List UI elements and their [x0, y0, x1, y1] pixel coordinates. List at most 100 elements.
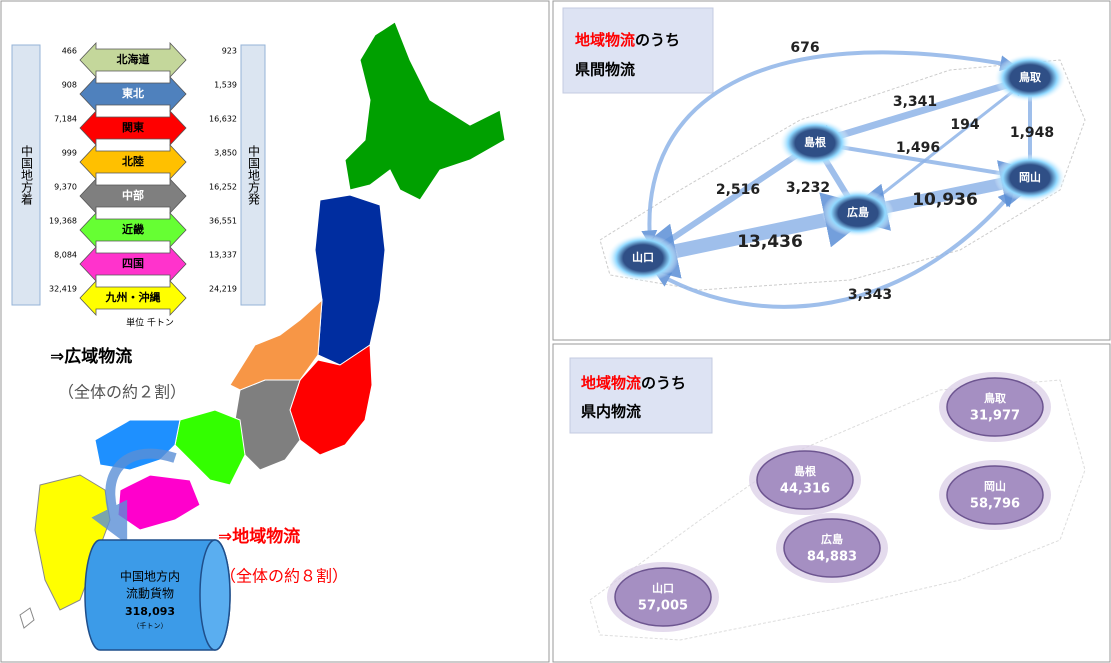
departure-box [240, 44, 266, 306]
region-name: 東北 [122, 86, 144, 100]
unit-note: 単位 千トン [126, 317, 174, 329]
intra-title: 地域物流のうち [581, 374, 686, 392]
flow-label: 3,232 [786, 180, 830, 196]
departure-value: 16,252 [209, 183, 237, 192]
prefecture-name: 広島 [821, 532, 843, 546]
departure-value: 36,551 [209, 217, 237, 226]
region-name: 四国 [122, 257, 144, 270]
flow-label: 676 [790, 40, 819, 56]
cylinder-end [199, 539, 231, 651]
arrival-box [11, 44, 41, 306]
departure-value: 13,337 [209, 251, 237, 260]
flow-label: 1,496 [896, 140, 940, 156]
region-name: 中部 [122, 188, 144, 202]
intra-title-rest: のうち [641, 374, 686, 392]
prefecture-bubble [946, 377, 1044, 437]
intra-title-highlight: 地域物流 [581, 374, 641, 392]
inter-subtitle: 県間物流 [575, 61, 635, 79]
prefecture-value: 84,883 [807, 550, 857, 565]
arrival-label: 中国地方着 [20, 144, 34, 206]
prefecture-name: 島根 [804, 135, 827, 149]
prefecture-node [994, 154, 1066, 202]
region-arrow [79, 41, 187, 79]
region-arrow [79, 75, 187, 113]
kinki [174, 409, 246, 486]
intra-title-box [569, 357, 713, 434]
intra-subtitle: 県内物流 [581, 403, 641, 421]
cylinder-unit: （千トン） [133, 621, 168, 630]
region-arrow [79, 109, 187, 147]
inflow-arrow [91, 448, 177, 545]
hokkaido [344, 21, 506, 201]
region-arrow [79, 245, 187, 283]
arrival-value: 466 [62, 47, 77, 56]
prefecture-value: 58,796 [970, 497, 1020, 512]
region-arrow [79, 211, 187, 249]
wide-area-label: ⇒広域物流 [50, 346, 132, 367]
hokuriku [229, 298, 323, 391]
prefecture-bubble [614, 567, 712, 627]
departure-value: 16,632 [209, 115, 237, 124]
prefecture-bubble [946, 465, 1044, 525]
prefecture-name: 山口 [632, 250, 654, 264]
departure-value: 1,539 [214, 81, 237, 90]
region-arrow [79, 143, 187, 181]
inter-title: 地域物流のうち [575, 31, 680, 49]
flow-label: 10,936 [912, 190, 978, 210]
arrival-value: 32,419 [49, 285, 77, 294]
region-name: 関東 [122, 120, 145, 134]
inter-title-highlight: 地域物流 [575, 31, 635, 49]
prefecture-value: 31,977 [970, 409, 1020, 424]
arrival-value: 19,368 [49, 217, 77, 226]
region-name: 近畿 [122, 222, 144, 236]
flow-label: 13,436 [737, 232, 803, 252]
cylinder-value: 318,093 [125, 605, 175, 618]
prefecture-node [994, 54, 1066, 102]
region-name: 北陸 [122, 154, 144, 168]
arrival-value: 7,184 [54, 115, 77, 124]
wide-area-note: （全体の約２割） [58, 383, 186, 402]
prefecture-value: 57,005 [638, 599, 688, 614]
prefecture-bubble [756, 450, 854, 510]
prefecture-name: 島根 [794, 464, 817, 478]
flow-label: 1,948 [1010, 125, 1054, 141]
prefecture-node [607, 234, 679, 282]
departure-value: 3,850 [214, 149, 237, 158]
region-arrow [79, 177, 187, 215]
prefecture-name: 広島 [847, 205, 869, 219]
cylinder-line1: 中国地方内 [120, 569, 180, 584]
inter-title-rest: のうち [635, 31, 680, 49]
regional-note: （全体の約８割） [220, 567, 348, 586]
prefecture-node [822, 189, 894, 237]
prefecture-value: 44,316 [780, 482, 830, 497]
flow-label: 3,341 [893, 94, 937, 110]
flow-label: 2,516 [716, 182, 760, 198]
prefecture-name: 岡山 [984, 479, 1006, 493]
okinawa [19, 607, 35, 629]
region-name: 九州・沖縄 [105, 290, 161, 304]
prefecture-bubble [783, 518, 881, 578]
departure-label: 中国地方発 [247, 144, 261, 205]
prefecture-name: 鳥取 [1019, 70, 1041, 84]
cylinder: 中国地方内 流動貨物 318,093 （千トン） [84, 539, 231, 651]
regional-label: ⇒地域物流 [218, 526, 300, 547]
departure-value: 24,219 [209, 285, 237, 294]
departure-value: 923 [222, 47, 237, 56]
intra-nodes: 鳥取 31,977 島根 44,316 岡山 58,796 広島 84,883 山口 57,005 [607, 372, 1051, 632]
arrival-value: 8,084 [54, 251, 77, 260]
region-arrow [79, 279, 187, 317]
cylinder-line2: 流動貨物 [126, 586, 174, 601]
arrival-value: 999 [62, 149, 77, 158]
prefecture-node [779, 119, 851, 167]
arrival-value: 908 [62, 81, 77, 90]
legend-rows: 北海道 466 923 東北 908 1,539 関東 7,184 16,632 北陸 999 3,8… [49, 41, 237, 317]
japan-map [19, 21, 506, 629]
region-name: 北海道 [117, 52, 150, 66]
inter-title-box [562, 7, 714, 94]
flow-arrow [654, 190, 1015, 309]
arrival-value: 9,370 [54, 183, 77, 192]
prefecture-name: 岡山 [1019, 170, 1041, 184]
